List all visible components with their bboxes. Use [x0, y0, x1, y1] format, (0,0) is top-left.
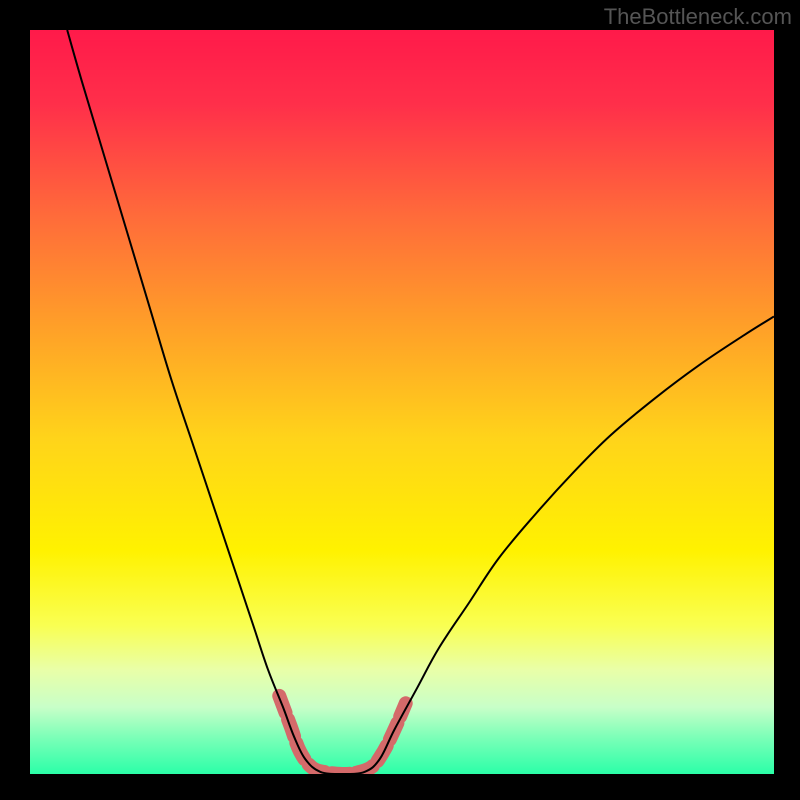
bottleneck-chart — [0, 0, 800, 800]
watermark-text: TheBottleneck.com — [604, 4, 792, 30]
chart-svg — [0, 0, 800, 800]
